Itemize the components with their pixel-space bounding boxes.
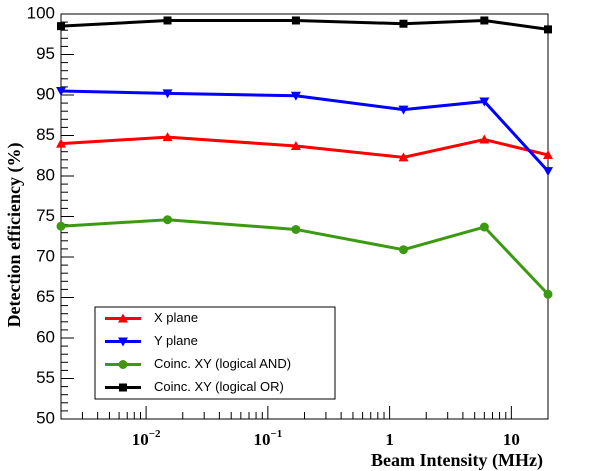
series-2	[56, 86, 553, 177]
data-point	[56, 138, 66, 148]
y-tick-label: 70	[36, 246, 55, 265]
data-point	[399, 19, 408, 28]
series-layer	[56, 16, 553, 299]
series-1	[56, 132, 553, 162]
legend-swatch-marker	[119, 383, 127, 392]
y-tick-label: 50	[36, 408, 55, 427]
axes: 50 55 60 65 70 75 80 85 90 95 100 10−2 10−1 1 10	[27, 3, 549, 449]
data-point	[398, 105, 409, 115]
legend-box	[94, 306, 336, 400]
legend-swatch-marker	[118, 313, 128, 323]
legend-item: Coinc. XY (logical AND)	[105, 356, 291, 371]
y-axis-title: Detection efficiency (%)	[4, 143, 25, 328]
data-point	[163, 16, 172, 25]
x-tick-label: 10	[503, 430, 520, 449]
series-line	[60, 18, 549, 31]
series-line	[60, 89, 550, 173]
y-tick-label: 60	[36, 327, 55, 346]
legend-item: X plane	[105, 310, 198, 325]
data-point	[544, 25, 552, 34]
x-tick-label: 10−1	[253, 428, 282, 449]
y-tick-label: 85	[36, 125, 55, 144]
data-point	[290, 141, 301, 151]
data-point	[543, 289, 553, 299]
data-point	[479, 134, 490, 144]
series-line	[60, 135, 549, 159]
data-point	[291, 16, 300, 25]
y-tick-label: 95	[36, 44, 55, 63]
data-point	[163, 215, 173, 225]
data-point	[479, 97, 490, 107]
data-point	[162, 89, 173, 99]
legend-item: Y plane	[105, 333, 198, 348]
series-line	[60, 218, 550, 296]
data-point	[543, 167, 553, 177]
legend-label: Coinc. XY (logical OR)	[154, 379, 284, 394]
data-point	[162, 132, 173, 142]
data-point	[479, 222, 489, 232]
data-point	[480, 16, 489, 25]
legend-label: Y plane	[154, 333, 198, 348]
y-tick-label: 90	[36, 84, 55, 103]
data-point	[56, 86, 66, 96]
data-point	[543, 149, 553, 159]
legend-swatch-marker	[118, 337, 128, 347]
legend-swatch-marker	[118, 360, 128, 369]
x-axis-title: Beam Intensity (MHz)	[371, 450, 543, 471]
x-tick-label: 10−2	[132, 428, 161, 449]
y-tick-label: 55	[36, 368, 55, 387]
legend-label: Coinc. XY (logical AND)	[154, 356, 291, 371]
y-tick-label: 100	[27, 3, 55, 22]
x-tick-label: 1	[385, 430, 394, 449]
legend: X plane Y plane Coinc. XY (logical AND) Coi…	[94, 306, 336, 400]
y-tick-label: 75	[36, 206, 55, 225]
data-point	[398, 152, 409, 162]
legend-label: X plane	[154, 310, 198, 325]
y-tick-label: 65	[36, 287, 55, 306]
data-point	[398, 245, 408, 255]
data-point	[290, 91, 301, 101]
data-point	[291, 224, 301, 234]
legend-item: Coinc. XY (logical OR)	[105, 379, 284, 394]
y-tick-label: 80	[36, 165, 55, 184]
series-3	[56, 215, 553, 299]
data-point	[57, 22, 65, 31]
series-4	[57, 16, 552, 34]
data-point	[56, 221, 66, 231]
